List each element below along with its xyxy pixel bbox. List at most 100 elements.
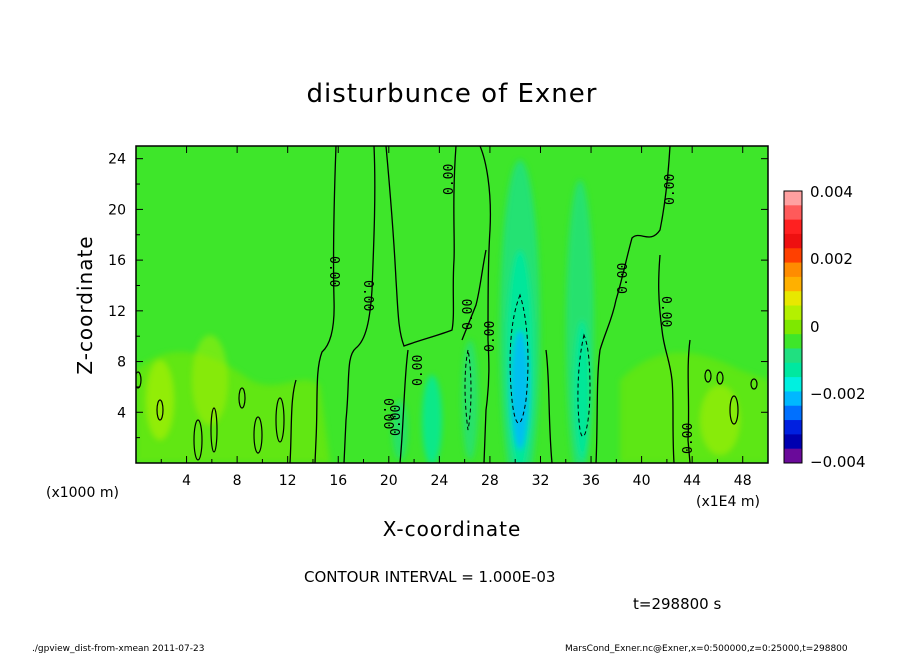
contour-label: 0.00 (681, 423, 696, 454)
x-tick-label: 44 (683, 473, 701, 489)
contour-label: 0.00 (663, 174, 678, 205)
colorbar-swatch (784, 262, 802, 278)
colorbar-swatch (784, 205, 802, 221)
contour-label: 0.00 (461, 299, 476, 330)
contour-label: 0.00 (658, 296, 673, 327)
colorbar-swatch (784, 248, 802, 264)
colorbar-label: 0 (810, 318, 820, 336)
colorbar-swatch (784, 219, 802, 235)
contour-blob (210, 407, 218, 453)
contour-line (314, 146, 337, 463)
colorbar-swatch (784, 420, 802, 435)
contour-blob (253, 416, 263, 454)
contour-blobs (136, 369, 758, 461)
y-tick-label: 24 (108, 152, 126, 168)
colorbar-swatch (784, 362, 802, 378)
contour-blob (156, 399, 164, 421)
contour-label: 0.00 (326, 256, 341, 287)
contour-label: 0.00 (411, 355, 426, 386)
time-label: t=298800 s (633, 595, 721, 613)
x-axis-label: X-coordinate (383, 517, 522, 541)
chart-title: disturbunce of Exner (307, 79, 598, 109)
colorbar-label: 0.002 (810, 250, 853, 268)
x-unit-left: (x1000 m) (46, 485, 119, 501)
contour-line (687, 339, 691, 463)
x-tick-label: 4 (182, 473, 191, 489)
contour-blob (193, 419, 203, 461)
contour-dashed-line (464, 349, 472, 431)
contour-label: 0.00 (389, 405, 404, 436)
footer-left: ./gpview_dist-from-xmean 2011-07-23 (32, 644, 204, 654)
contour-negative-lines (464, 293, 591, 437)
colorbar-swatch (784, 377, 802, 392)
x-tick-label: 8 (233, 473, 242, 489)
contour-blob (750, 378, 758, 390)
colorbar-swatch (784, 276, 802, 292)
contour-line (479, 146, 492, 463)
contour-line (658, 254, 675, 463)
contour-dashed-line (577, 333, 591, 437)
y-tick-label: 12 (108, 304, 126, 320)
colorbar-label: 0.004 (810, 183, 853, 201)
x-tick-label: 24 (430, 473, 448, 489)
colorbar-swatch (784, 233, 802, 249)
heatmap-plume-f (422, 375, 442, 463)
colorbar-swatch (784, 191, 802, 206)
contour-blob (704, 369, 712, 383)
contour-line (399, 349, 409, 463)
heatmap-plume-h (392, 400, 408, 460)
heatmap-plume-c (511, 330, 529, 450)
x-tick-label: 16 (329, 473, 347, 489)
colorbar-swatch (784, 348, 802, 364)
x-unit-right: (x1E4 m) (696, 494, 760, 510)
contour-line (343, 146, 376, 463)
x-tick-label: 36 (582, 473, 600, 489)
y-axis-label: Z-coordinate (73, 235, 97, 374)
colorbar (784, 191, 802, 464)
y-axis: 4 8 12 16 20 24 (108, 152, 768, 439)
colorbar-swatch (784, 405, 802, 421)
contour-line (289, 379, 297, 463)
contour-blob (729, 395, 739, 425)
contour-line (595, 146, 671, 463)
contour-blob (136, 371, 142, 389)
contour-blob (238, 387, 246, 409)
y-tick-label: 20 (108, 202, 126, 218)
y-tick-label: 4 (117, 405, 126, 421)
contour-labels: 0.00 0.00 0.00 0.00 0.00 0.00 0.00 0.00 … (326, 164, 696, 454)
colorbar-swatch (784, 391, 802, 407)
contour-line (461, 249, 487, 341)
contour-label: 0.00 (380, 398, 395, 429)
x-tick-label: 40 (633, 473, 651, 489)
x-tick-label: 12 (279, 473, 297, 489)
colorbar-label: −0.004 (810, 453, 866, 471)
y-tick-label: 8 (117, 355, 126, 371)
x-tick-label: 32 (532, 473, 550, 489)
colorbar-swatch (784, 305, 802, 321)
colorbar-frame (783, 190, 803, 464)
heatmap-spot-c (700, 385, 740, 455)
colorbar-swatch (784, 334, 802, 349)
heatmap-low-band (136, 351, 330, 463)
contour-lines (289, 146, 691, 463)
contour-label: 0.00 (616, 263, 631, 294)
x-tick-label: 28 (481, 473, 499, 489)
x-tick-label: 48 (734, 473, 752, 489)
plot-frame (135, 145, 769, 464)
contour-dashed-line (509, 293, 529, 424)
contour-label: 0.00 (360, 280, 375, 311)
x-axis: 4 8 12 16 20 24 28 32 36 40 44 48 (160, 146, 752, 489)
contour-label: 0.00 (442, 164, 457, 195)
colorbar-swatch (784, 448, 802, 464)
heatmap-shading (136, 160, 768, 463)
heatmap-plume-e (574, 320, 590, 460)
colorbar-label: −0.002 (810, 385, 866, 403)
heatmap-spot-b (192, 335, 228, 425)
x-tick-label: 20 (380, 473, 398, 489)
colorbar-swatch (784, 291, 802, 307)
contour-interval-note: CONTOUR INTERVAL = 1.000E-03 (304, 568, 555, 586)
plot-area: 0.00 0.00 0.00 0.00 0.00 0.00 0.00 0.00 … (136, 146, 768, 463)
y-tick-label: 16 (108, 253, 126, 269)
contour-blob (275, 397, 285, 443)
